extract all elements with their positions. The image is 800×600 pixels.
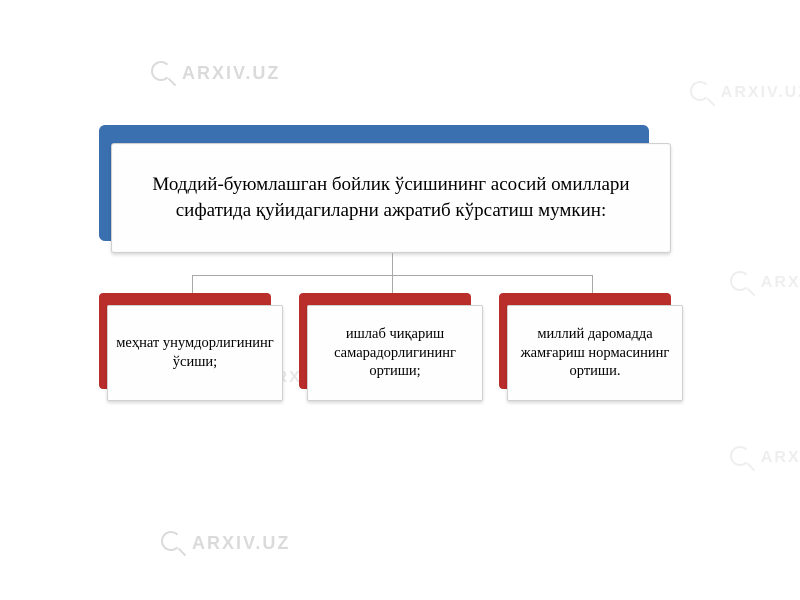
watermark-text: ARXIV.UZ xyxy=(182,63,280,84)
watermark: ARXIV.UZ xyxy=(160,530,290,556)
connector xyxy=(392,275,393,293)
watermark: ARXIV.UZ xyxy=(150,60,280,86)
watermark-text: ARXIV.UZ xyxy=(761,449,800,467)
child-node: меҳнат унумдорлигининг ўсиши; xyxy=(107,305,283,401)
search-icon xyxy=(729,445,755,471)
search-icon xyxy=(150,60,176,86)
child-node: миллий даромадда жамғариш нормасининг ор… xyxy=(507,305,683,401)
watermark: ARXIV.UZ xyxy=(729,445,800,471)
watermark-text: ARXIV.UZ xyxy=(721,84,800,102)
connector xyxy=(392,253,393,275)
watermark: ARXIV.UZ xyxy=(689,80,800,106)
search-icon xyxy=(160,530,186,556)
child-node-text: ишлаб чиқариш самарадорлигининг ортиши; xyxy=(316,325,474,382)
search-icon xyxy=(729,270,755,296)
child-node: ишлаб чиқариш самарадорлигининг ортиши; xyxy=(307,305,483,401)
connector xyxy=(592,275,593,293)
watermark-text: ARXIV.UZ xyxy=(192,533,290,554)
connector xyxy=(192,275,193,293)
child-node-text: меҳнат унумдорлигининг ўсиши; xyxy=(116,334,274,372)
search-icon xyxy=(689,80,715,106)
root-node: Моддий-буюмлашган бойлик ўсишининг асоси… xyxy=(111,143,671,253)
child-node-text: миллий даромадда жамғариш нормасининг ор… xyxy=(516,325,674,382)
watermark: ARXIV.UZ xyxy=(729,270,800,296)
watermark-text: ARXIV.UZ xyxy=(761,274,800,292)
root-node-text: Моддий-буюмлашган бойлик ўсишининг асоси… xyxy=(136,172,646,223)
